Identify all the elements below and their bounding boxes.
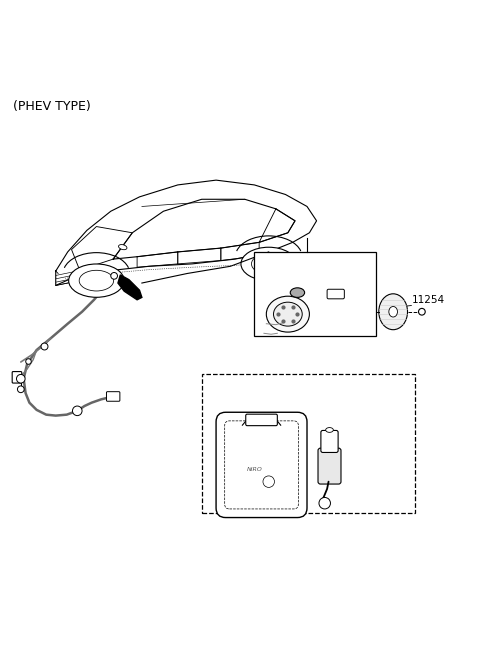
Circle shape [16, 374, 25, 383]
FancyBboxPatch shape [225, 421, 299, 509]
Text: (W/ICCB): (W/ICCB) [210, 380, 257, 390]
FancyBboxPatch shape [321, 430, 338, 453]
Bar [202, 374, 415, 512]
Ellipse shape [241, 247, 297, 281]
Ellipse shape [119, 244, 127, 250]
Bar [254, 252, 376, 336]
Ellipse shape [290, 288, 305, 298]
Ellipse shape [274, 302, 302, 326]
Text: 11254: 11254 [412, 294, 445, 305]
Ellipse shape [69, 264, 124, 298]
Circle shape [419, 308, 425, 315]
Circle shape [72, 406, 82, 416]
Text: 91999B: 91999B [288, 281, 328, 290]
FancyBboxPatch shape [327, 289, 344, 299]
Ellipse shape [79, 270, 114, 291]
Text: 91886: 91886 [290, 261, 324, 271]
FancyBboxPatch shape [12, 372, 22, 383]
Text: 91887A: 91887A [277, 380, 318, 391]
Text: (PHEV TYPE): (PHEV TYPE) [12, 100, 90, 113]
Circle shape [319, 497, 330, 509]
Text: 91887D: 91887D [340, 393, 382, 403]
FancyBboxPatch shape [318, 448, 341, 484]
FancyBboxPatch shape [216, 412, 307, 518]
Text: 81595: 81595 [326, 284, 359, 294]
FancyBboxPatch shape [246, 414, 277, 426]
Text: 91999A: 91999A [247, 393, 288, 403]
Ellipse shape [389, 306, 397, 317]
Circle shape [111, 273, 118, 279]
Polygon shape [118, 275, 142, 300]
Text: NIRO: NIRO [247, 467, 262, 472]
Text: 81371A: 81371A [286, 294, 326, 305]
Ellipse shape [252, 254, 286, 274]
Ellipse shape [325, 428, 333, 432]
Circle shape [17, 386, 24, 393]
FancyBboxPatch shape [107, 392, 120, 401]
Ellipse shape [379, 294, 408, 330]
Ellipse shape [266, 296, 310, 332]
Circle shape [263, 476, 275, 487]
